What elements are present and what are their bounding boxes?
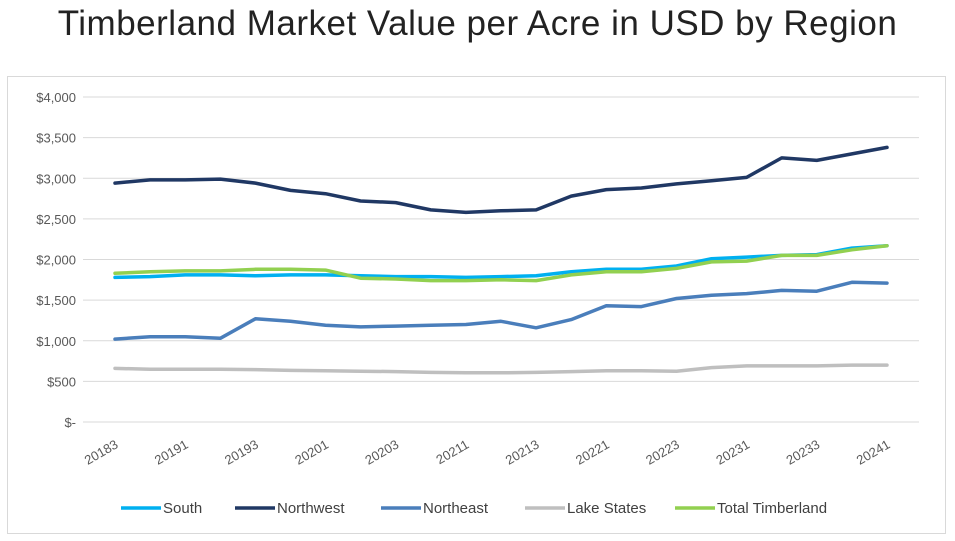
x-tick-label: 20183 xyxy=(82,437,121,468)
chart-title: Timberland Market Value per Acre in USD … xyxy=(57,4,898,43)
y-tick-label: $2,000 xyxy=(36,253,76,268)
chart-legend: South Northwest Northeast Lake States Total … xyxy=(121,500,827,517)
series-line-northeast xyxy=(113,280,889,341)
y-tick-label: $1,500 xyxy=(36,293,76,308)
x-tick-label: 20213 xyxy=(503,437,542,468)
x-tick-label: 20203 xyxy=(362,437,401,468)
x-tick-label: 20231 xyxy=(713,437,752,468)
legend-label: Total Timberland xyxy=(717,500,827,517)
legend-item-south: South xyxy=(121,500,202,517)
legend-label: Lake States xyxy=(567,500,646,517)
y-tick-label: $3,000 xyxy=(36,171,76,186)
y-tick-label: $4,000 xyxy=(36,90,76,105)
series-line-northwest xyxy=(113,145,889,215)
y-tick-label: $2,500 xyxy=(36,212,76,227)
legend-item-northeast: Northeast xyxy=(381,500,489,517)
series-lines xyxy=(113,145,889,375)
line-chart: $- $500 $1,000 $1,500 $2,000 $2,500 $3,000 $3,5… xyxy=(36,90,919,517)
y-tick-label: $500 xyxy=(47,374,76,389)
series-line-south xyxy=(113,243,889,280)
series-line-lake-states xyxy=(113,363,889,375)
x-tick-label: 20201 xyxy=(292,437,331,468)
x-tick-label: 20211 xyxy=(433,437,471,468)
legend-label: Northeast xyxy=(423,500,489,517)
y-tick-label: $1,000 xyxy=(36,334,76,349)
legend-item-lake-states: Lake States xyxy=(525,500,646,517)
legend-label: Northwest xyxy=(277,500,345,517)
y-tick-label: $- xyxy=(64,415,76,430)
series-line-total-timberland xyxy=(113,243,889,283)
legend-item-northwest: Northwest xyxy=(235,500,345,517)
y-tick-label: $3,500 xyxy=(36,131,76,146)
legend-label: South xyxy=(163,500,202,517)
x-tick-label: 20241 xyxy=(854,437,893,468)
x-tick-label: 20193 xyxy=(222,437,261,468)
chart-area: $- $500 $1,000 $1,500 $2,000 $2,500 $3,000 $3,5… xyxy=(7,76,946,534)
x-tick-label: 20191 xyxy=(152,437,191,468)
y-axis-ticks: $- $500 $1,000 $1,500 $2,000 $2,500 $3,000 $3,5… xyxy=(36,90,76,430)
x-axis-ticks: 20183 20191 20193 20201 20203 20211 20213 20221… xyxy=(82,437,893,468)
legend-item-total-timberland: Total Timberland xyxy=(675,500,827,517)
x-tick-label: 20221 xyxy=(573,437,612,468)
x-tick-label: 20223 xyxy=(643,437,682,468)
x-tick-label: 20233 xyxy=(784,437,823,468)
